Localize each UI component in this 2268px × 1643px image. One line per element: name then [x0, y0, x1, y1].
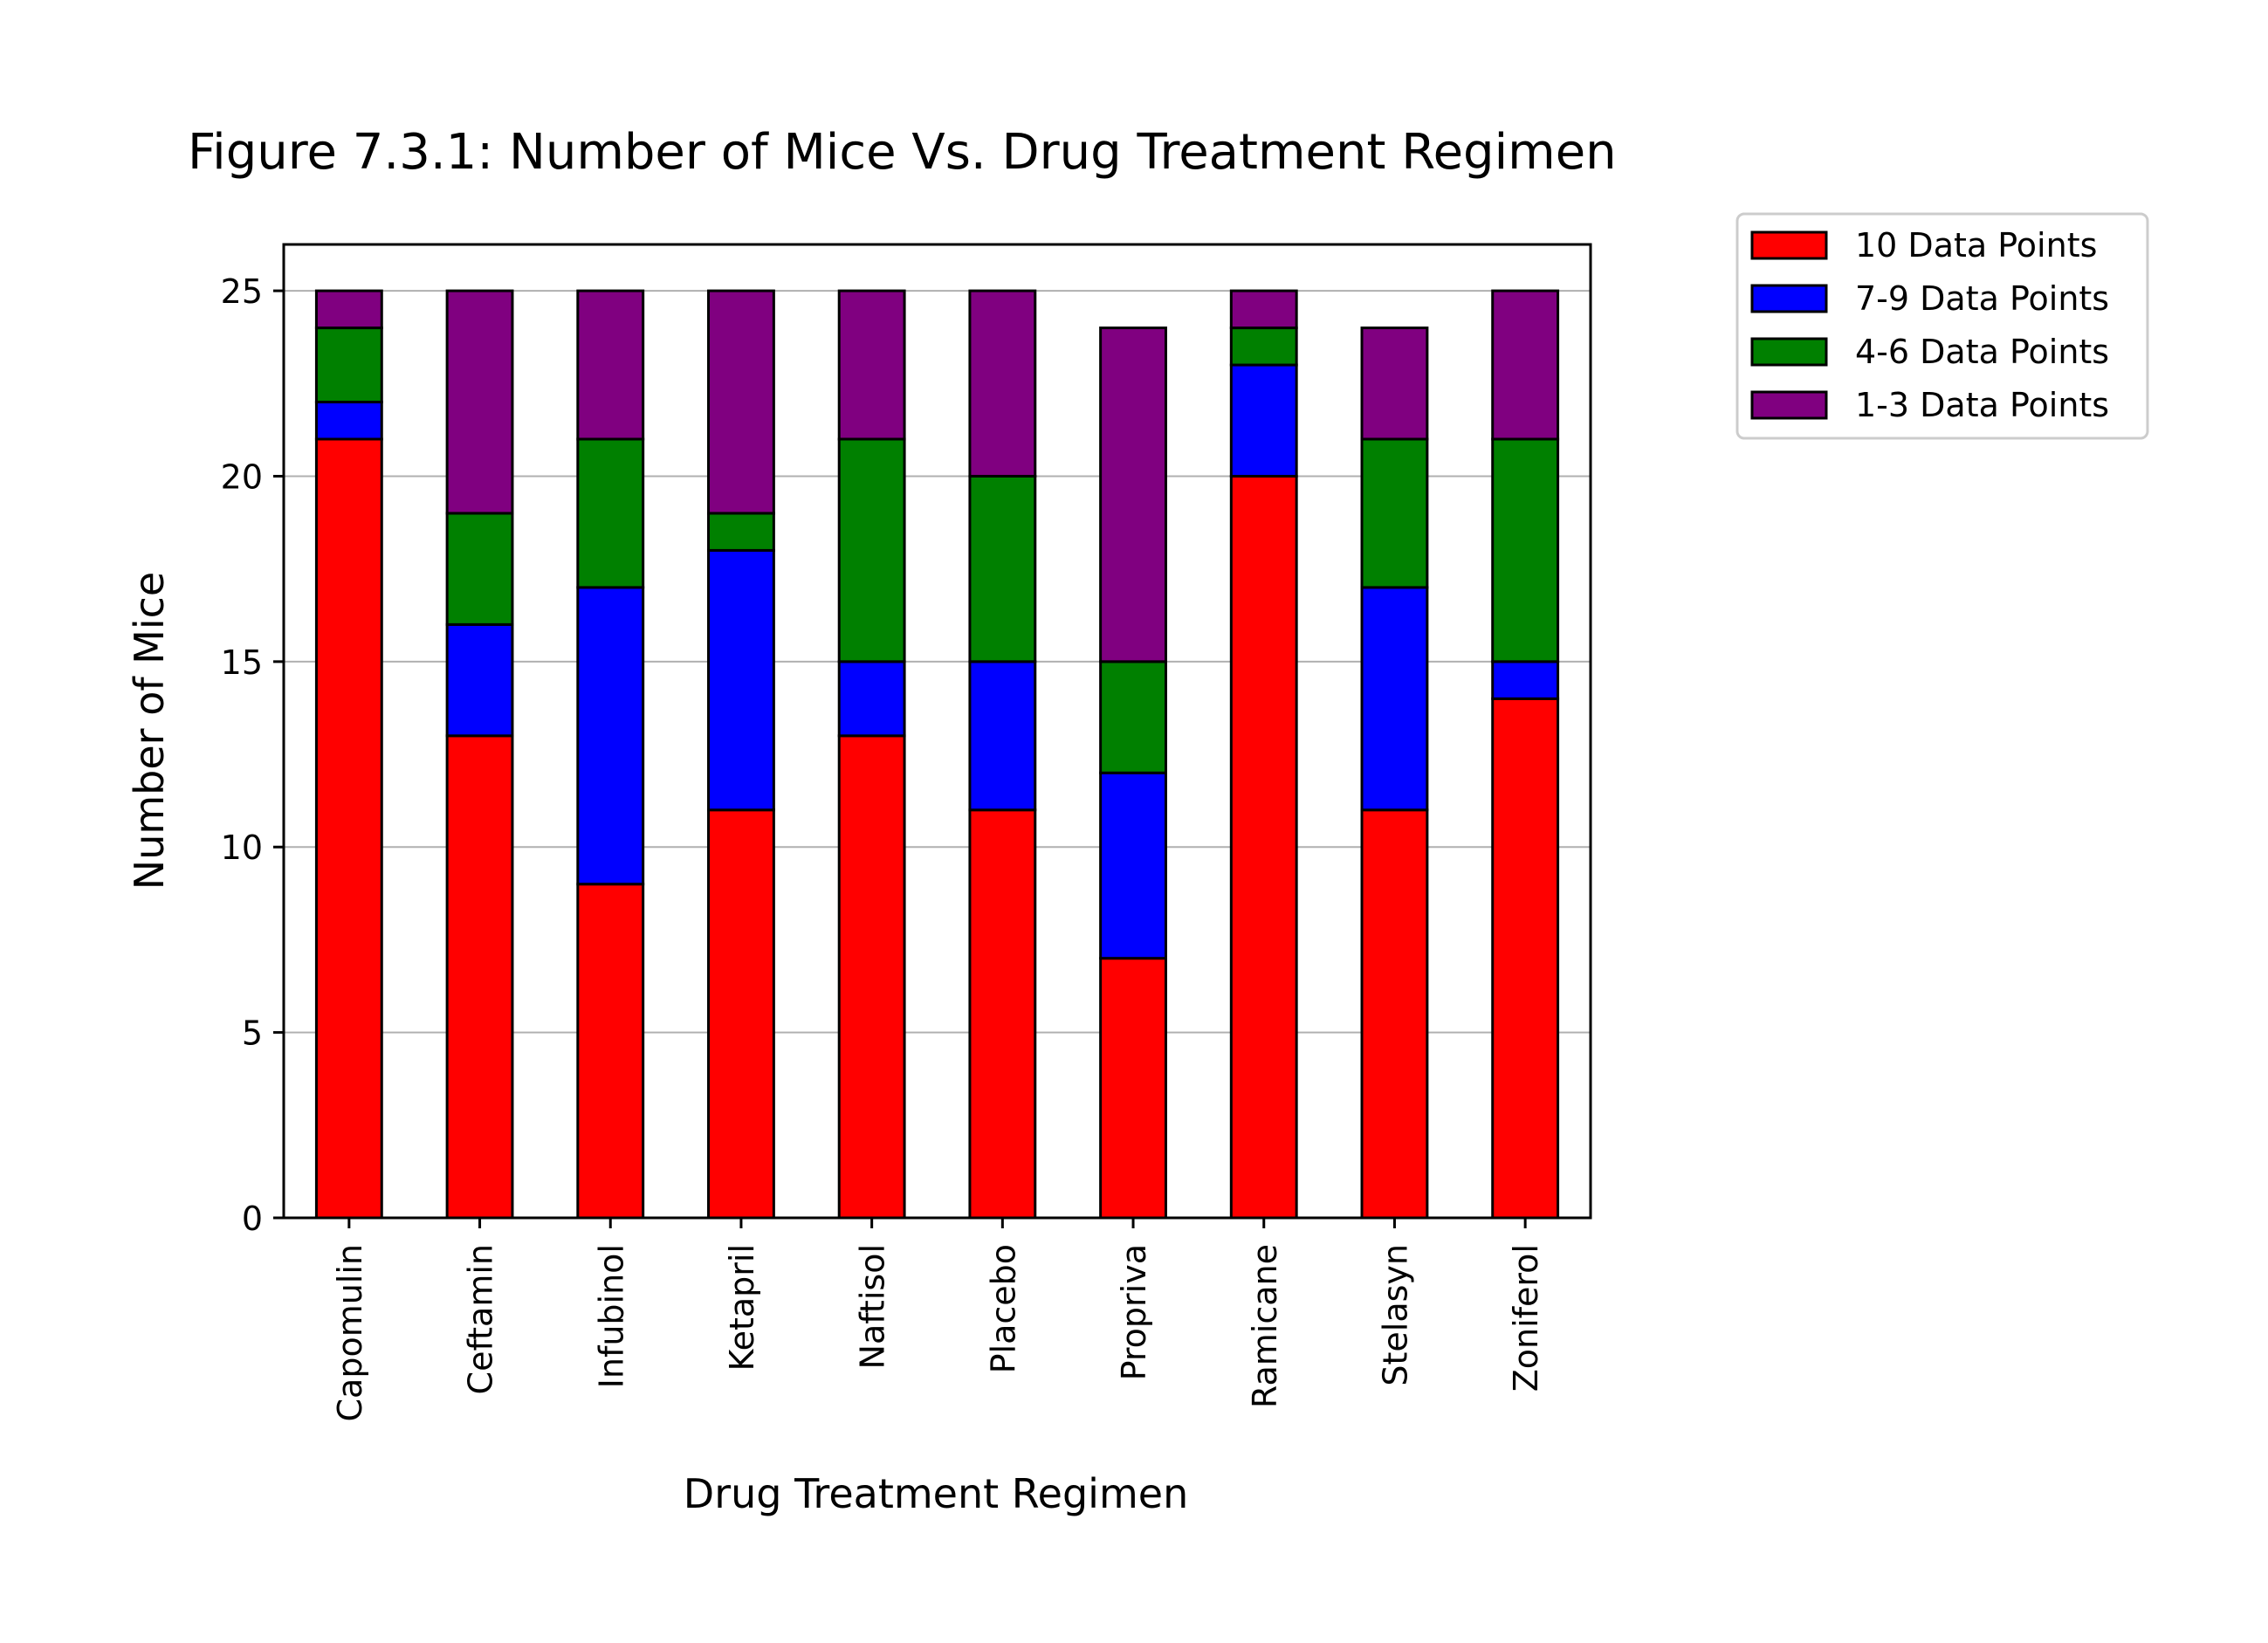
x-tick-label: Ketapril [723, 1244, 761, 1371]
y-tick-label: 15 [221, 643, 263, 682]
legend-label: 4-6 Data Points [1855, 333, 2109, 371]
bar-segment [1099, 327, 1167, 663]
bar-segment [1360, 808, 1429, 1220]
legend: 10 Data Points 7-9 Data Points 4-6 Data Po… [1735, 212, 2149, 440]
y-axis-label: Number of Mice [126, 572, 173, 890]
y-tick-label: 20 [221, 457, 263, 496]
bar-segment [1491, 289, 1560, 441]
x-tick-label: Placebo [984, 1244, 1022, 1373]
x-axis-label: Drug Treatment Regimen [684, 1470, 1188, 1517]
legend-swatch [1750, 390, 1828, 420]
bar-segment [837, 734, 906, 1220]
x-tick-label: Infubinol [592, 1244, 630, 1388]
bar-segment [707, 512, 775, 552]
x-tick-label: Stelasyn [1376, 1244, 1414, 1386]
y-tick-label: 10 [221, 828, 263, 867]
bar-segment [968, 289, 1037, 478]
x-tick-label: Ceftamin [462, 1244, 500, 1394]
bar-segment [1491, 697, 1560, 1220]
bar-segment [445, 289, 514, 515]
bar-segment [1229, 474, 1298, 1220]
bar-segment [314, 327, 383, 404]
bar-segment [968, 808, 1037, 1220]
bar-segment [576, 289, 645, 441]
y-tick-label: 5 [242, 1014, 263, 1053]
bar-segment [968, 660, 1037, 812]
bar-segment [1360, 586, 1429, 812]
bar-segment [576, 437, 645, 589]
bar-segment [707, 808, 775, 1220]
legend-frame [1735, 212, 2149, 440]
legend-swatch [1750, 230, 1828, 260]
bar-segment [1360, 437, 1429, 589]
bar-segment [837, 289, 906, 441]
bar-segment [1099, 957, 1167, 1220]
bar-segment [576, 883, 645, 1220]
bar-segment [445, 512, 514, 626]
bar-segment [314, 401, 383, 441]
bar-segment [837, 660, 906, 738]
bar-segment [445, 734, 514, 1220]
bar-segment [314, 289, 383, 330]
x-tick-label: Propriva [1115, 1244, 1153, 1380]
legend-label: 7-9 Data Points [1855, 279, 2109, 318]
chart-title: Figure 7.3.1: Number of Mice Vs. Drug Tr… [188, 124, 1617, 181]
legend-label: 10 Data Points [1855, 226, 2097, 265]
bar-segment [445, 622, 514, 738]
bar-segment [1491, 660, 1560, 700]
bar-segment [1229, 327, 1298, 367]
bar-segment [1229, 363, 1298, 478]
x-tick-label: Ramicane [1246, 1244, 1284, 1408]
bar-segment [1099, 771, 1167, 960]
y-tick-label: 25 [221, 272, 263, 311]
bar-segment [1491, 437, 1560, 663]
bar-segment [707, 289, 775, 515]
bar-segment [968, 474, 1037, 663]
bar-segment [314, 437, 383, 1220]
legend-label: 1-3 Data Points [1855, 386, 2109, 424]
x-tick-label: Capomulin [331, 1244, 369, 1422]
bar-segment [576, 586, 645, 886]
bars [314, 289, 1560, 1220]
bar-segment [707, 548, 775, 812]
plot-area-frame [282, 243, 1592, 1220]
legend-swatch [1750, 337, 1828, 367]
x-axis: Capomulin Ceftamin Infubinol Ketapril Naftis… [331, 1218, 1545, 1422]
y-tick-label: 0 [242, 1200, 263, 1238]
legend-swatch [1750, 284, 1828, 313]
x-tick-label: Naftisol [854, 1244, 892, 1369]
bar-segment [1229, 289, 1298, 330]
bar-segment [837, 437, 906, 663]
x-tick-label: Zoniferol [1507, 1244, 1545, 1392]
y-axis: 0 5 10 15 20 25 [221, 272, 284, 1238]
bar-segment [1360, 327, 1429, 441]
bar-segment [1099, 660, 1167, 774]
